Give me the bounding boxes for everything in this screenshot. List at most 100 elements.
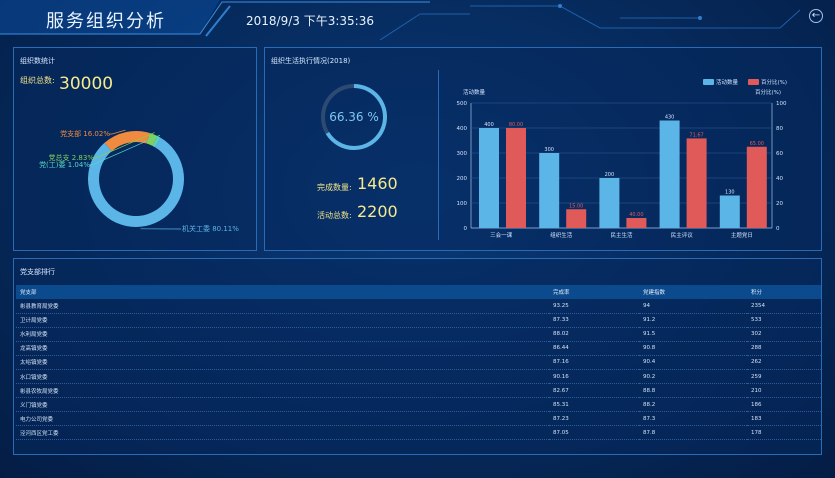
table-row[interactable]: 彬县教育局党委 93.25 94 2354	[16, 299, 821, 314]
y-axis-right-title: 百分比(%)	[755, 88, 781, 96]
legend-label: 活动数量	[716, 78, 739, 86]
table-row[interactable]: 义门镇党委 85.31 88.2 186	[16, 397, 821, 413]
cell-branch: 彬县农牧局党委	[16, 383, 549, 399]
cell-index: 88.2	[639, 397, 747, 413]
ranking-panel: 党支部排行 党支部 完成率 党建指数 积分 彬县教育局党委 93.25 94 2354…	[13, 258, 822, 455]
cell-rate: 87.23	[549, 411, 639, 427]
cell-rate: 85.31	[549, 397, 639, 413]
table-row[interactable]: 彬县农牧局党委 82.67 88.8 210	[16, 383, 821, 399]
gauge-fill	[325, 84, 387, 150]
bar-percent-label-3: 71.67	[689, 132, 703, 138]
cell-rate: 88.02	[549, 327, 639, 342]
donut-label-0: 机关工委 80.11%	[182, 224, 239, 233]
cell-score: 262	[747, 355, 821, 370]
x-tick-label: 民主评议	[671, 231, 694, 239]
y-tick-left: 400	[457, 126, 468, 132]
bar-count-label-1: 300	[544, 147, 554, 153]
bar-count-1	[539, 153, 560, 228]
donut-slice-3	[152, 136, 161, 148]
cell-score: 183	[747, 411, 821, 427]
table-header-row: 党支部 完成率 党建指数 积分	[16, 285, 821, 299]
cell-branch: 义门镇党委	[16, 397, 549, 413]
ranking-title: 党支部排行	[20, 268, 55, 276]
cell-branch: 彬县教育局党委	[16, 299, 549, 314]
legend-item-0[interactable]: 活动数量	[703, 78, 739, 86]
bar-percent-1	[566, 209, 587, 228]
table-row[interactable]: 龙高镇党委 86.44 90.8 288	[16, 341, 821, 356]
bar-percent-label-2: 40.00	[629, 212, 643, 218]
table-row[interactable]: 电力公司党委 87.23 87.3 183	[16, 411, 821, 427]
cell-rate: 87.33	[549, 313, 639, 328]
bar-count-3	[659, 120, 680, 228]
bar-percent-2	[626, 218, 647, 228]
col-index[interactable]: 党建指数	[643, 290, 666, 296]
cell-index: 94	[639, 299, 747, 314]
bar-count-0	[479, 128, 499, 228]
bar-count-label-0: 400	[484, 122, 494, 128]
table-row[interactable]: 水口镇党委 90.16 90.2 259	[16, 369, 821, 385]
donut-slice-0	[88, 137, 184, 227]
cell-index: 91.2	[639, 313, 747, 328]
y-tick-left: 200	[457, 176, 468, 182]
col-rate[interactable]: 完成率	[553, 290, 570, 296]
y-tick-left: 300	[457, 151, 468, 157]
header-decoration	[0, 0, 801, 41]
x-tick-label: 三会一课	[490, 231, 513, 239]
cell-branch: 卫计局党委	[16, 313, 549, 328]
bar-percent-3	[686, 138, 707, 228]
cell-score: 2354	[747, 299, 821, 314]
activity-total-value: 2200	[357, 202, 398, 221]
cell-branch: 电力公司党委	[16, 411, 549, 427]
y-tick-right: 100	[776, 101, 787, 107]
cell-index: 87.3	[639, 411, 747, 427]
completion-gauge: 66.36 %	[319, 82, 389, 152]
x-tick-label: 民主生活	[610, 231, 633, 239]
cell-score: 178	[747, 425, 821, 441]
cell-rate: 93.25	[549, 299, 639, 314]
col-branch[interactable]: 党支部	[20, 290, 37, 296]
cell-score: 533	[747, 313, 821, 328]
donut-label-2: 党总支 2.83%	[49, 153, 95, 162]
table-row[interactable]: 泾河西区党工委 87.05 87.8 178	[16, 425, 821, 441]
legend-item-1[interactable]: 百分比(%)	[748, 78, 787, 86]
cell-branch: 龙高镇党委	[16, 341, 549, 356]
cell-index: 88.8	[639, 383, 747, 399]
y-tick-left: 0	[464, 226, 468, 232]
org-total-value: 30000	[59, 74, 114, 94]
cell-score: 186	[747, 397, 821, 413]
bar-count-label-3: 430	[665, 115, 675, 121]
table-row[interactable]: 卫计局党委 87.33 91.2 533	[16, 313, 821, 328]
y-tick-right: 80	[776, 126, 783, 132]
col-score[interactable]: 积分	[751, 290, 763, 296]
y-tick-left: 500	[457, 101, 468, 107]
cell-rate: 90.16	[549, 369, 639, 385]
donut-slice-1	[104, 131, 150, 152]
bar-count-label-4: 130	[725, 190, 735, 196]
bar-percent-label-1: 15.00	[569, 203, 583, 209]
life-exec-panel: 组织生活执行情况(2018) 66.36 % 完成数量: 1460 活动总数: …	[264, 47, 822, 251]
bar-percent-label-0: 80.00	[509, 122, 523, 128]
back-arrow-icon[interactable]: ←	[809, 9, 823, 23]
datetime: 2018/9/3 下午3:35:36	[246, 14, 374, 28]
cell-score: 210	[747, 383, 821, 399]
legend-swatch	[703, 79, 714, 85]
y-tick-left: 100	[457, 201, 468, 207]
y-axis-left-title: 活动数量	[463, 88, 486, 96]
table-row[interactable]: 水利局党委 88.02 91.5 302	[16, 327, 821, 342]
table-row[interactable]: 太峪镇党委 87.16 90.4 262	[16, 355, 821, 370]
bar-count-label-2: 200	[605, 172, 615, 178]
cell-rate: 86.44	[549, 341, 639, 356]
org-stats-panel: 组织数统计 组织总数: 30000 机关工委 80.11% 党支部 16.02% 党…	[13, 47, 257, 251]
completed-label: 完成数量:	[317, 183, 352, 192]
cell-index: 87.8	[639, 425, 747, 441]
bar-percent-4	[746, 146, 767, 228]
y-tick-right: 20	[776, 201, 783, 207]
cell-index: 90.8	[639, 341, 747, 356]
cell-branch: 泾河西区党工委	[16, 425, 549, 441]
ranking-table: 党支部 完成率 党建指数 积分 彬县教育局党委 93.25 94 2354 卫计局党委 8…	[16, 285, 821, 441]
donut-leader-3	[89, 134, 161, 166]
cell-rate: 82.67	[549, 383, 639, 399]
cell-branch: 水利局党委	[16, 327, 549, 342]
cell-rate: 87.16	[549, 355, 639, 370]
